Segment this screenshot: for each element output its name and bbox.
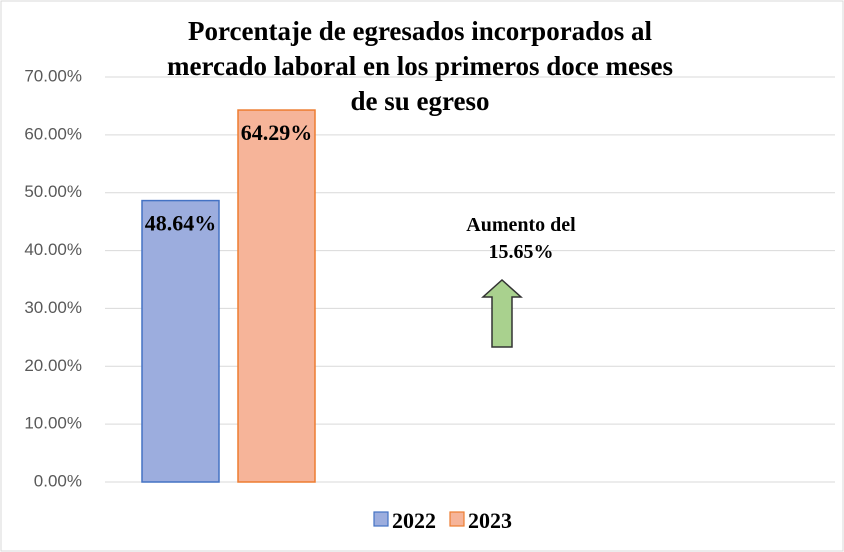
y-tick-label: 0.00% — [34, 471, 82, 490]
y-tick-label: 70.00% — [24, 66, 82, 85]
y-tick-label: 50.00% — [24, 182, 82, 201]
y-tick-label: 40.00% — [24, 240, 82, 259]
annotation: 15.65% — [489, 241, 554, 263]
arrow-up — [481, 278, 523, 348]
grid — [105, 76, 835, 483]
y-tick-label: 60.00% — [24, 124, 82, 143]
annotation: Aumento del — [466, 214, 576, 236]
chart-title: Porcentaje de egresados incorporados al … — [167, 16, 673, 116]
legend-label: 2022 — [392, 508, 436, 533]
legend-swatch — [373, 511, 389, 527]
y-tick-label: 10.00% — [24, 414, 82, 433]
bar — [237, 109, 316, 483]
y-tick-label: 20.00% — [24, 356, 82, 375]
legend-swatch — [449, 511, 465, 527]
y-tick-label: 30.00% — [24, 298, 82, 317]
marks — [141, 109, 316, 483]
bar — [141, 199, 220, 483]
data-label: 48.64% — [145, 211, 217, 236]
data-label: 64.29% — [241, 120, 313, 145]
legend-label: 2023 — [468, 508, 512, 533]
